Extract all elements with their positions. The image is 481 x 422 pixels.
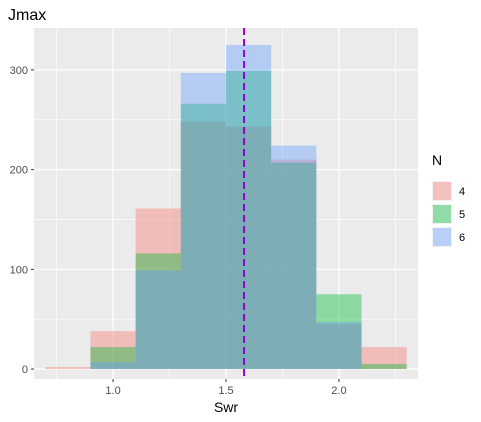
legend-key-background <box>432 227 452 247</box>
bar-series-4-bin-6 <box>316 324 362 370</box>
series-5-bars <box>90 70 407 370</box>
legend-title: N <box>432 152 442 168</box>
bar-series-5-bin-2 <box>135 253 181 370</box>
bar-series-4-bin-7 <box>361 347 407 370</box>
x-tick-label: 1.5 <box>218 385 233 397</box>
bar-series-4-bin-5 <box>271 159 317 370</box>
legend-items: 4 5 6 <box>432 181 465 247</box>
bar-series-5-bin-3 <box>180 103 226 370</box>
y-tick-label: 0 <box>22 364 28 376</box>
legend-swatch-5 <box>433 205 451 223</box>
bar-series-6-bin-6 <box>316 322 362 370</box>
bar-series-5-bin-7 <box>361 364 407 370</box>
x-tick-label: 2.0 <box>331 385 346 397</box>
legend-swatch-4 <box>433 182 451 200</box>
bar-series-5-bin-6 <box>316 294 362 370</box>
bar-series-6-bin-4 <box>226 44 272 370</box>
histogram-bars <box>45 44 407 370</box>
major-gridlines <box>34 28 418 379</box>
x-axis-ticks: 1.0 1.5 2.0 <box>105 379 347 397</box>
bar-series-4-bin-2 <box>135 208 181 370</box>
y-axis-ticks: 0 100 200 300 <box>10 65 34 376</box>
bar-series-6-bin-3 <box>180 72 226 370</box>
bar-series-4-bin-3 <box>180 121 226 370</box>
x-tick-label: 1.0 <box>105 385 120 397</box>
x-axis-title: Swr <box>214 399 238 415</box>
legend-swatch-6 <box>433 228 451 246</box>
bar-series-5-bin-4 <box>226 70 272 370</box>
series-4-bars <box>45 121 407 370</box>
legend-label-6: 6 <box>459 232 465 244</box>
legend-key-background <box>432 204 452 224</box>
legend-label-5: 5 <box>459 209 465 221</box>
bar-series-6-bin-1 <box>90 362 136 370</box>
bar-series-5-bin-5 <box>271 162 317 370</box>
bar-series-4-bin-1 <box>90 331 136 370</box>
series-6-bars <box>90 44 362 370</box>
y-tick-label: 200 <box>10 165 28 177</box>
y-tick-label: 300 <box>10 65 28 77</box>
chart-title: Jmax <box>8 7 46 24</box>
legend: N 4 5 6 <box>432 152 465 247</box>
bar-series-6-bin-2 <box>135 270 181 370</box>
bar-series-5-bin-1 <box>90 347 136 370</box>
y-tick-label: 100 <box>10 264 28 276</box>
bar-series-4-bin-0 <box>45 367 91 370</box>
legend-label-4: 4 <box>459 186 465 198</box>
legend-key-background <box>432 181 452 201</box>
bar-series-6-bin-5 <box>271 145 317 370</box>
bar-series-4-bin-4 <box>226 126 272 370</box>
